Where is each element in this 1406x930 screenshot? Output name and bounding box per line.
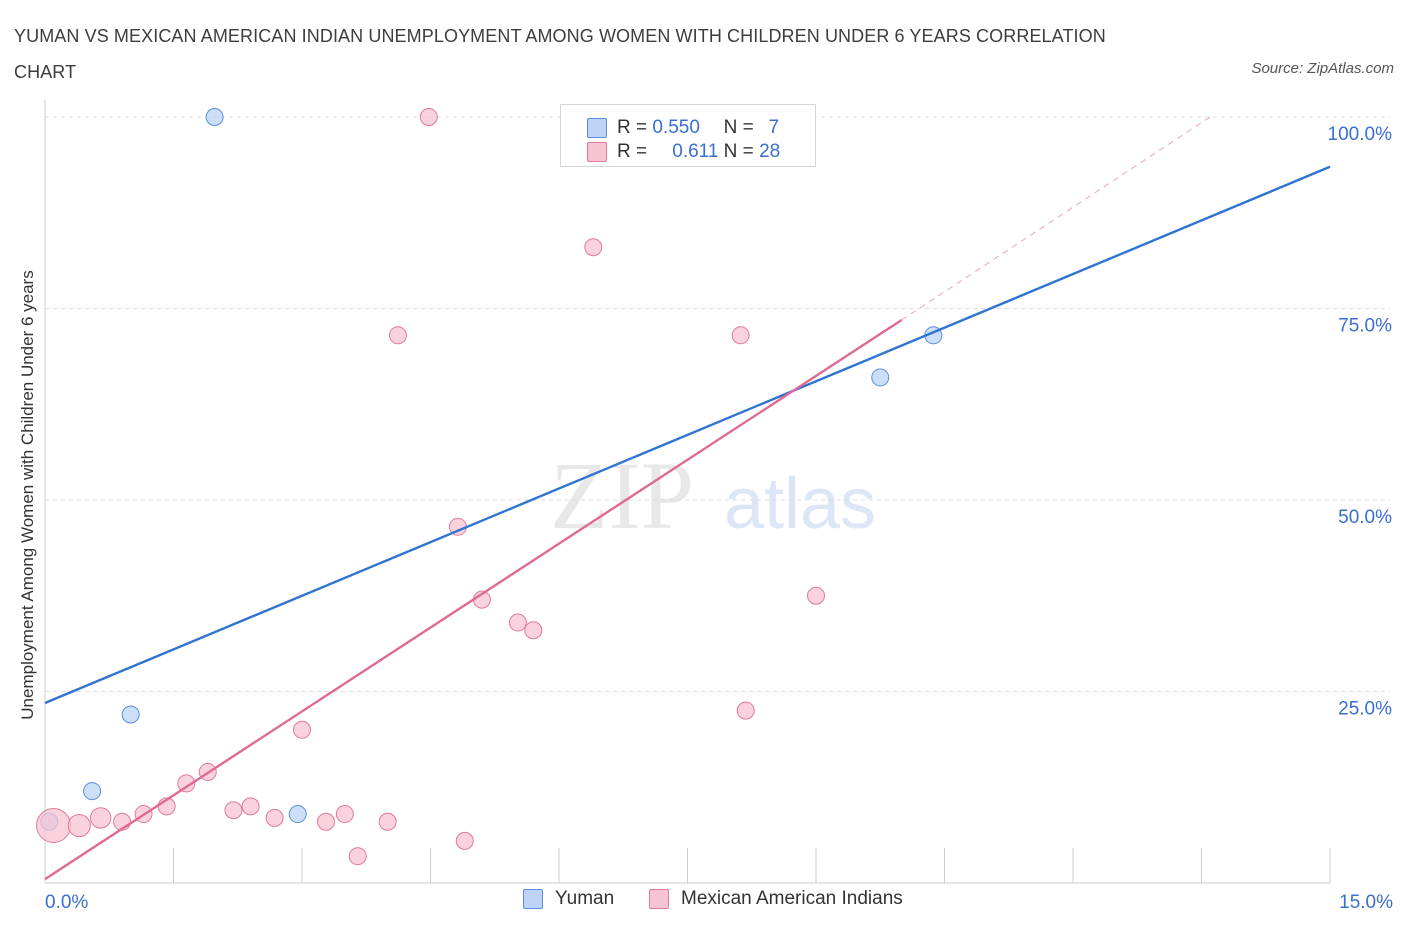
- y-tick-label: 25.0%: [1338, 699, 1392, 720]
- mexican-american-indians-point: [67, 814, 91, 838]
- mexican-american-indians-point: [177, 774, 196, 793]
- legend-swatch-mexican: [587, 142, 607, 162]
- watermark-atlas: atlas: [724, 464, 876, 544]
- yuman-trend-line: [44, 165, 1331, 705]
- mexican-american-indians-point: [316, 812, 335, 831]
- mexican-american-indians-trend-extension: [901, 116, 1211, 321]
- mexican-american-indians-point: [736, 701, 755, 720]
- legend-row-mexican: R = 0.611 N = 28: [587, 139, 780, 165]
- mexican-american-indians-point: [731, 326, 750, 345]
- correlation-legend: R = 0.550 N = 7 R = 0.611 N = 28: [560, 104, 816, 167]
- tick-labels: 25.0% 50.0% 75.0% 100.0% 0.0% 15.0%: [45, 124, 1393, 913]
- yuman-point: [288, 805, 307, 824]
- mexican-american-indians-point: [89, 807, 112, 829]
- legend-label-yuman: Yuman: [555, 888, 615, 909]
- series-legend: Yuman Mexican American Indians: [0, 888, 1406, 916]
- legend-r-value: 0.550: [652, 117, 700, 138]
- mexican-american-indians-point: [36, 808, 72, 844]
- mexican-american-indians-point: [348, 847, 367, 866]
- yuman-point: [83, 782, 102, 801]
- yuman-point: [121, 705, 140, 724]
- chart-source: Source: ZipAtlas.com: [1251, 60, 1394, 77]
- mexican-american-indians-point: [524, 621, 543, 640]
- legend-swatch-mexican: [649, 889, 669, 909]
- mexican-american-indians-point: [335, 805, 354, 824]
- mexican-american-indians-point: [508, 613, 527, 632]
- legend-r-label: R =: [617, 141, 648, 162]
- x-tick-label: 0.0%: [45, 892, 88, 913]
- legend-n-value: 7: [768, 117, 780, 138]
- legend-n-label: N =: [723, 141, 754, 162]
- mexican-american-indians-point: [293, 720, 311, 739]
- yuman-point: [871, 368, 890, 387]
- legend-label-mexican: Mexican American Indians: [681, 888, 903, 909]
- watermark-zip: ZIP: [550, 442, 694, 549]
- legend-row-yuman: R = 0.550 N = 7: [587, 115, 794, 141]
- legend-r-label: R =: [617, 117, 648, 138]
- mexican-american-indians-point: [265, 808, 284, 827]
- legend-swatch-yuman: [587, 118, 607, 138]
- mexican-american-indians-point: [241, 797, 260, 816]
- mexican-american-indians-point: [455, 831, 474, 850]
- legend-swatch-yuman: [523, 889, 543, 909]
- legend-r-value: 0.611: [672, 141, 719, 162]
- legend-item-mexican: Mexican American Indians: [649, 888, 903, 910]
- legend-n-value: 28: [759, 141, 781, 162]
- y-tick-label: 100.0%: [1328, 124, 1393, 145]
- mexican-american-indians-point: [419, 108, 438, 126]
- trend-lines: [44, 116, 1331, 881]
- mexican-american-indians-point: [584, 238, 603, 257]
- legend-item-yuman: Yuman: [523, 888, 614, 910]
- mexican-american-indians-point: [807, 586, 825, 605]
- chart-title: YUMAN VS MEXICAN AMERICAN INDIAN UNEMPLO…: [14, 26, 1106, 82]
- mexican-american-indians-point: [378, 812, 397, 831]
- mexican-american-indians-trend-line: [44, 318, 903, 881]
- mexican-american-indians-point: [224, 801, 243, 820]
- axes: [44, 100, 1331, 884]
- legend-n-label: N =: [723, 117, 754, 138]
- y-tick-label: 50.0%: [1338, 507, 1392, 528]
- mexican-american-indians-point: [388, 326, 407, 345]
- x-tick-label: 15.0%: [1339, 892, 1393, 913]
- yuman-point: [205, 108, 224, 126]
- y-tick-label: 75.0%: [1338, 316, 1392, 337]
- grid-lines: [45, 116, 1390, 692]
